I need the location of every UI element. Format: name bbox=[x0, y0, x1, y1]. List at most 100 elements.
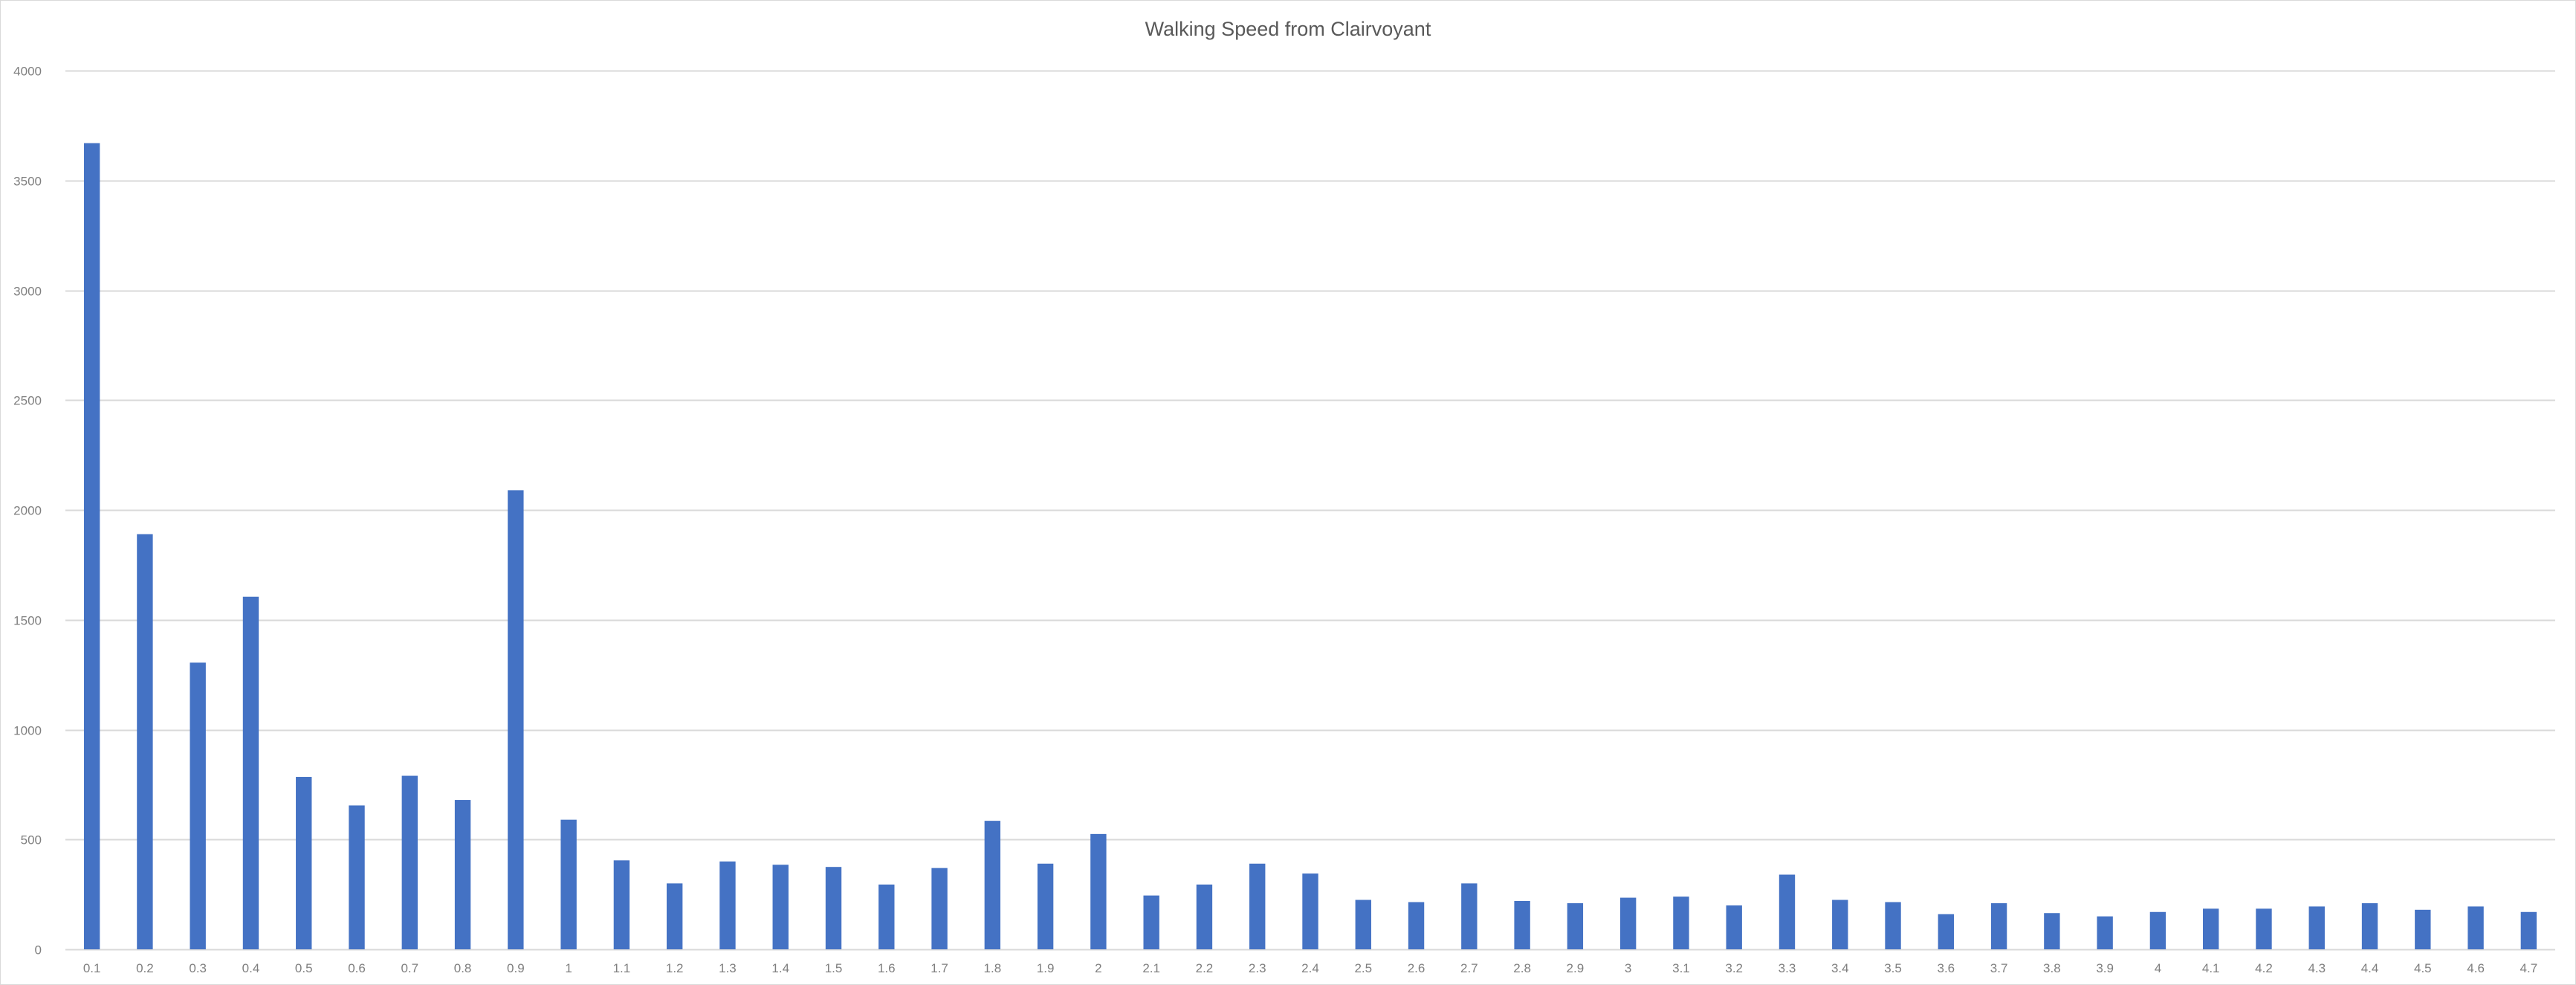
bar-2.2 bbox=[1196, 884, 1213, 949]
bar-4.1 bbox=[2203, 908, 2219, 949]
bar-2.4 bbox=[1302, 873, 1318, 949]
x-tick-label: 1.3 bbox=[719, 961, 737, 975]
x-tick-label: 0.4 bbox=[242, 961, 260, 975]
y-tick-label: 2500 bbox=[13, 394, 42, 408]
bar-1 bbox=[560, 819, 577, 949]
x-tick-label: 3 bbox=[1625, 961, 1631, 975]
bar-3.2 bbox=[1726, 905, 1742, 949]
bar-1.4 bbox=[772, 865, 789, 949]
bar-0.6 bbox=[349, 805, 365, 949]
bar-4 bbox=[2149, 911, 2166, 949]
x-tick-label: 2.4 bbox=[1301, 961, 1319, 975]
x-tick-label: 1.9 bbox=[1037, 961, 1055, 975]
bar-4.2 bbox=[2256, 908, 2272, 949]
bar-2.1 bbox=[1143, 895, 1159, 949]
y-tick-label: 1000 bbox=[13, 724, 42, 738]
x-tick-label: 4.7 bbox=[2520, 961, 2538, 975]
bar-1.1 bbox=[613, 860, 630, 949]
bar-3.9 bbox=[2097, 916, 2113, 949]
y-tick-label: 3500 bbox=[13, 175, 42, 189]
y-tick-label: 500 bbox=[21, 833, 42, 847]
bar-1.9 bbox=[1037, 863, 1054, 949]
x-tick-label: 4.4 bbox=[2361, 961, 2379, 975]
bar-3.5 bbox=[1885, 902, 1901, 949]
x-tick-label: 3.4 bbox=[1831, 961, 1849, 975]
bar-0.4 bbox=[242, 596, 259, 949]
bar-4.5 bbox=[2415, 909, 2431, 949]
bar-0.3 bbox=[190, 662, 206, 949]
x-tick-label: 2.3 bbox=[1249, 961, 1266, 975]
bar-1.6 bbox=[878, 884, 895, 949]
x-tick-label: 3.3 bbox=[1779, 961, 1796, 975]
bar-4.4 bbox=[2361, 902, 2378, 949]
x-tick-label: 1.1 bbox=[613, 961, 631, 975]
x-tick-label: 0.6 bbox=[348, 961, 366, 975]
x-tick-label: 0.2 bbox=[136, 961, 154, 975]
x-tick-label: 4.3 bbox=[2308, 961, 2326, 975]
bar-0.9 bbox=[508, 490, 524, 949]
gridlines bbox=[65, 70, 2555, 951]
x-tick-label: 0.5 bbox=[295, 961, 313, 975]
bar-3.7 bbox=[1990, 902, 2007, 949]
chart-title: Walking Speed from Clairvoyant bbox=[1145, 18, 1431, 40]
x-tick-label: 2.2 bbox=[1196, 961, 1214, 975]
x-tick-label: 2.7 bbox=[1460, 961, 1478, 975]
bar-0.8 bbox=[454, 800, 471, 949]
x-tick-label: 1.7 bbox=[931, 961, 948, 975]
y-axis: 0 500 1000 1500 2000 2500 3000 3500 4000 bbox=[13, 65, 42, 957]
x-tick-label: 2.1 bbox=[1142, 961, 1160, 975]
bar-1.2 bbox=[666, 883, 683, 949]
bar-3.4 bbox=[1832, 900, 1848, 949]
x-tick-label: 2.9 bbox=[1567, 961, 1585, 975]
bar-3.6 bbox=[1938, 914, 1955, 949]
y-tick-label: 3000 bbox=[13, 285, 42, 299]
x-tick-label: 3.2 bbox=[1725, 961, 1743, 975]
x-tick-label: 3.9 bbox=[2096, 961, 2114, 975]
bar-3.8 bbox=[2044, 913, 2060, 949]
y-tick-label: 0 bbox=[35, 943, 42, 957]
x-tick-label: 1.2 bbox=[666, 961, 684, 975]
y-tick-label: 1500 bbox=[13, 614, 42, 628]
x-tick-label: 1 bbox=[565, 961, 572, 975]
x-tick-label: 0.8 bbox=[454, 961, 472, 975]
x-tick-label: 1.5 bbox=[825, 961, 843, 975]
x-tick-label: 4.1 bbox=[2202, 961, 2220, 975]
bar-1.3 bbox=[719, 861, 736, 949]
bar-2.7 bbox=[1461, 883, 1478, 949]
x-tick-label: 3.5 bbox=[1884, 961, 1902, 975]
x-tick-label: 0.7 bbox=[401, 961, 418, 975]
y-tick-label: 4000 bbox=[13, 65, 42, 79]
x-tick-label: 1.4 bbox=[771, 961, 789, 975]
bar-2.5 bbox=[1355, 900, 1371, 949]
bar-0.5 bbox=[296, 777, 312, 949]
x-tick-label: 4.2 bbox=[2255, 961, 2273, 975]
x-tick-label: 1.8 bbox=[984, 961, 1002, 975]
x-tick-label: 3.6 bbox=[1937, 961, 1955, 975]
x-tick-label: 2.5 bbox=[1354, 961, 1372, 975]
bar-4.6 bbox=[2467, 906, 2484, 949]
bar-2.6 bbox=[1408, 902, 1425, 949]
x-tick-label: 2.6 bbox=[1408, 961, 1425, 975]
bar-2.8 bbox=[1514, 900, 1530, 949]
bar-1.5 bbox=[825, 867, 842, 949]
x-tick-label: 2.8 bbox=[1513, 961, 1531, 975]
bar-1.8 bbox=[984, 821, 1001, 949]
x-tick-label: 4.5 bbox=[2414, 961, 2432, 975]
x-tick-label: 3.8 bbox=[2043, 961, 2061, 975]
x-tick-label: 0.9 bbox=[507, 961, 525, 975]
x-tick-label: 3.1 bbox=[1672, 961, 1690, 975]
x-tick-label: 4.6 bbox=[2467, 961, 2485, 975]
bar-4.7 bbox=[2520, 911, 2537, 949]
x-axis: 0.1 0.2 0.3 0.4 0.5 0.6 0.7 0.8 0.9 1 1.1 1.2 1.3 1.4… bbox=[83, 961, 2537, 975]
bar-2.3 bbox=[1249, 863, 1266, 949]
bar-3.1 bbox=[1673, 897, 1689, 949]
x-tick-label: 3.7 bbox=[1990, 961, 2008, 975]
x-tick-label: 4 bbox=[2155, 961, 2161, 975]
bar-2 bbox=[1090, 833, 1107, 949]
bars bbox=[83, 143, 2537, 949]
bar-4.3 bbox=[2308, 906, 2325, 949]
bar-3.3 bbox=[1779, 874, 1796, 949]
x-tick-label: 2 bbox=[1095, 961, 1101, 975]
